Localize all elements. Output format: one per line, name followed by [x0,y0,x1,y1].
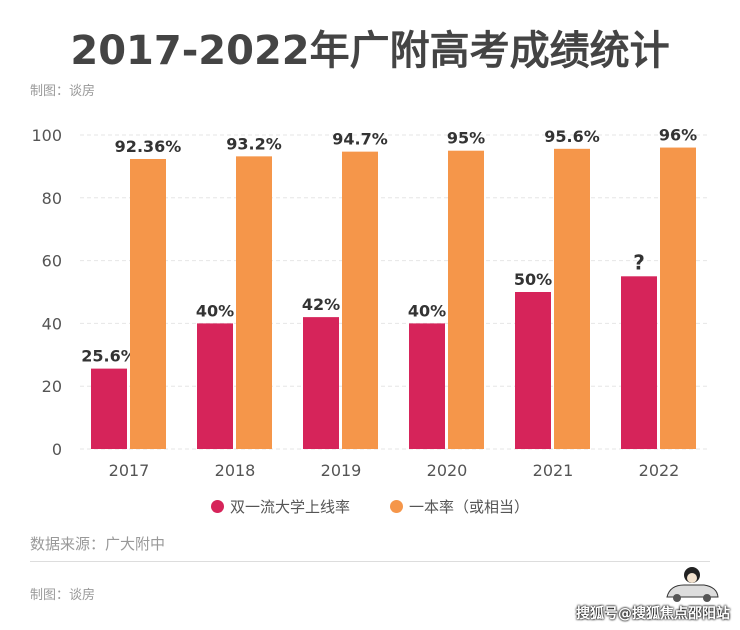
x-tick-label: 2019 [321,461,362,480]
bar-series1 [303,317,339,449]
mascot-car-icon [666,567,719,602]
bar-series2 [236,156,272,450]
bar-series1 [197,323,233,449]
bar-series2 [660,147,696,449]
credit-bottom: 制图：谈房 [30,588,96,603]
y-tick-label: 20 [42,377,62,396]
divider [30,561,710,562]
data-label: 25.6% [81,347,137,366]
legend-swatch [210,500,224,513]
data-label: 96% [659,126,697,145]
x-tick-label: 2017 [109,461,150,480]
y-tick-label: 80 [42,189,62,208]
credit-top: 制图：谈房 [30,84,96,99]
chart-title: 2017-2022年广附高考成绩统计 [70,28,670,74]
data-label: 95% [447,129,485,148]
bar-series1 [515,292,551,449]
data-label: 95.6% [544,127,600,146]
x-tick-label: 2021 [533,461,574,480]
data-source: 数据来源：广大附中 [30,535,166,553]
y-tick-label: 60 [42,252,62,271]
bar-series2 [448,150,484,449]
bar-chart: 0 20 40 60 80 100 2017 25.6% 92.36% 2018 40% 93.2% 2… [31,126,710,480]
data-label: 50% [514,270,552,289]
legend: 双一流大学上线率 一本率（或相当） [0,496,740,517]
data-label: 93.2% [226,134,282,153]
data-label: 92.36% [115,137,182,156]
legend-item-series1: 双一流大学上线率 [210,496,350,517]
bar-series2 [554,148,590,450]
legend-item-series2: 一本率（或相当） [390,496,529,517]
data-label: ? [633,250,645,274]
data-label: 40% [196,301,234,320]
data-label: 94.7% [332,130,388,149]
x-tick-label: 2018 [215,461,256,480]
watermark: 搜狐号@搜狐焦点邵阳站 [576,606,730,622]
legend-label: 一本率（或相当） [409,498,530,516]
bar-series1 [409,323,445,449]
data-label: 42% [302,295,340,314]
y-tick-label: 0 [52,440,62,459]
bar-series2 [130,158,166,449]
bar-series2 [342,151,378,449]
x-tick-label: 2020 [427,461,468,480]
data-label: 40% [408,301,446,320]
legend-swatch [390,500,403,513]
legend-label: 双一流大学上线率 [229,498,350,516]
x-tick-label: 2022 [639,461,680,480]
bar-series1 [91,368,127,449]
y-tick-label: 40 [42,314,62,333]
y-tick-label: 100 [31,126,62,145]
bar-series1 [621,276,657,449]
